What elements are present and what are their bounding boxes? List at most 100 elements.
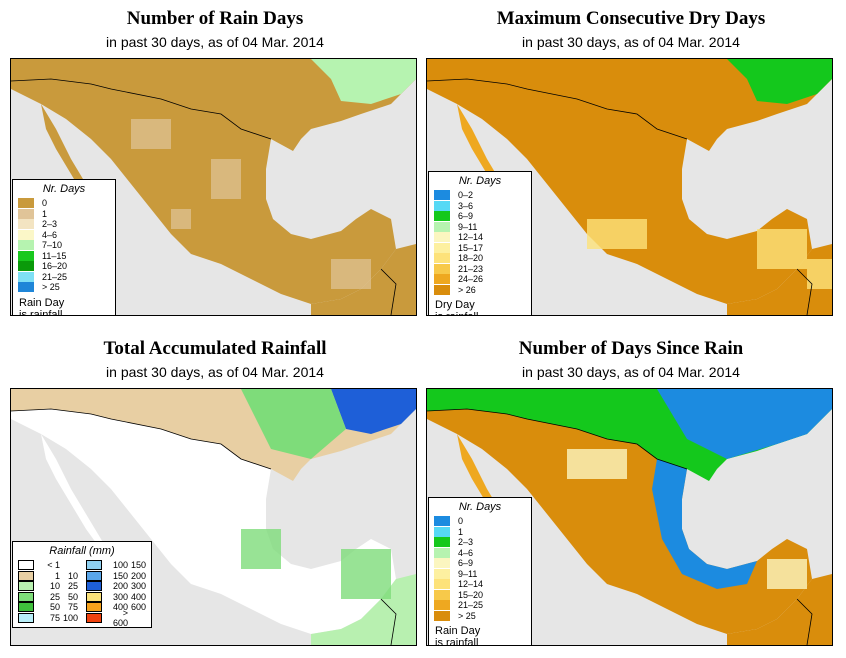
panel-subtitle: in past 30 days, as of 04 Mar. 2014 [522, 34, 740, 50]
legend-swatch [18, 581, 34, 592]
legend-label: 18–20 [458, 253, 484, 264]
land-usa [11, 59, 416, 151]
legend-label: 21–25 [42, 271, 68, 282]
legend-swatch [18, 250, 34, 261]
legend-item: 24–26 [429, 274, 531, 285]
legend-item: 400 600 [81, 602, 149, 613]
legend-swatch [18, 271, 34, 282]
legend-item: 12–14 [429, 579, 531, 590]
legend-swatch [18, 602, 34, 613]
legend-label: 4–6 [42, 229, 58, 240]
legend-item: 75 100 [13, 612, 81, 624]
legend-label: 11–15 [42, 250, 67, 261]
legend-items: < 1 1 10 10 25 25 50 50 75 75 100 100 150 150 200 200 30… [13, 560, 151, 628]
legend-range-high: 400 [130, 591, 146, 602]
panel-subtitle: in past 30 days, as of 04 Mar. 2014 [106, 364, 324, 380]
land-usa-green [727, 59, 832, 104]
legend-swatch [86, 560, 102, 571]
legend-swatch [434, 568, 450, 579]
legend-range-low: 50 [49, 602, 60, 613]
legend-item: > 25 [13, 282, 115, 293]
legend-item: 0 [429, 516, 531, 527]
legend-swatch [18, 229, 34, 240]
legend-note-line: is rainfall [19, 308, 63, 316]
legend-swatch [434, 600, 450, 611]
panel-title: Number of Rain Days [126, 8, 304, 29]
legend: Nr. Days 0–2 3–6 6–9 9–11 12–14 15–17 18–20 21–… [428, 171, 532, 315]
legend-swatch [434, 211, 450, 222]
legend-item: 21–25 [429, 600, 531, 611]
borders [427, 408, 813, 645]
legend-item: 0–2 [429, 190, 531, 201]
panel-title: Maximum Consecutive Dry Days [496, 8, 766, 29]
legend-item: > 25 [429, 610, 531, 622]
legend-range-low: 200 [112, 581, 128, 592]
legend-item: 25 50 [13, 591, 81, 603]
legend-items: 0 1 2–3 4–6 6–9 9–11 12–14 15–20 21–25 > 25 [429, 516, 531, 621]
legend-swatch [18, 240, 34, 251]
legend-range-high: 600 [130, 602, 146, 613]
legend-note-line: is rainfall [435, 637, 479, 646]
legend-item: 0 [13, 198, 115, 209]
legend-item: 200 300 [81, 581, 149, 592]
legend-swatch [434, 610, 450, 621]
legend-swatch [434, 284, 450, 295]
legend: Nr. Days 0 1 2–3 4–6 6–9 9–11 12–14 15–20 21–25 >… [428, 497, 532, 646]
legend-swatch [434, 589, 450, 600]
legend-swatch [434, 537, 450, 548]
panel-title: Number of Days Since Rain [518, 338, 744, 359]
legend-label: 1 [458, 526, 464, 537]
legend-label: 1 [42, 208, 48, 219]
legend-swatch [18, 282, 34, 293]
legend-item: 50 75 [13, 602, 81, 613]
legend-label: 9–11 [458, 568, 478, 579]
legend-title: Nr. Days [458, 501, 502, 513]
legend-range-low: 150 [112, 570, 128, 581]
land-speckle [587, 219, 832, 289]
legend-swatch [86, 591, 102, 602]
legend-label: 6–9 [458, 558, 474, 569]
panel-subtitle: in past 30 days, as of 04 Mar. 2014 [106, 34, 324, 50]
legend-note-line: Rain Day [435, 625, 481, 637]
legend-swatch [18, 208, 34, 219]
legend-range-high: 50 [67, 591, 78, 602]
legend-item: 4–6 [429, 547, 531, 559]
legend: Rainfall (mm) < 1 1 10 10 25 25 50 50 75 75 100 100… [12, 541, 152, 628]
legend-item: 15–20 [429, 589, 531, 601]
legend-range-high: 75 [67, 602, 78, 613]
legend-item: 6–9 [429, 211, 531, 222]
legend-item: 21–23 [429, 263, 531, 275]
legend-item: 1 10 [13, 570, 81, 582]
legend-title: Rainfall (mm) [49, 545, 115, 557]
legend-range-low: 300 [112, 591, 128, 602]
legend-swatch [434, 274, 450, 285]
legend-swatch [434, 200, 450, 211]
legend-item: 6–9 [429, 558, 531, 569]
legend-label: 6–9 [458, 211, 474, 222]
legend-items: 0–2 3–6 6–9 9–11 12–14 15–17 18–20 21–23 24–26 > … [429, 190, 531, 295]
legend-swatch [434, 253, 450, 264]
land-speckle [567, 449, 807, 589]
legend-items: 0 1 2–3 4–6 7–10 11–15 16–20 21–25 > 25 [13, 198, 115, 293]
land-usa-blue [657, 389, 832, 459]
legend-label: 9–11 [458, 221, 478, 232]
legend-label: 2–3 [42, 219, 58, 230]
land-usa-green [241, 389, 346, 459]
land-usa-green [311, 59, 416, 104]
land-speckle [131, 119, 371, 289]
map-max-dry: Nr. Days 0–2 3–6 6–9 9–11 12–14 15–17 18–20 21–… [426, 58, 833, 316]
panel-rain-days: Number of Rain Days in past 30 days, as … [10, 0, 420, 320]
land-speckle [241, 529, 391, 599]
legend-item: 300 400 [81, 591, 149, 603]
legend-range-low: > 600 [112, 607, 128, 628]
land-usa-blue [331, 389, 416, 434]
legend-range-high: 10 [67, 570, 78, 581]
legend-swatch [434, 263, 450, 274]
legend-swatch [434, 190, 450, 201]
map-since-rain: Nr. Days 0 1 2–3 4–6 6–9 9–11 12–14 15–20 21–25 >… [426, 388, 833, 646]
legend-range-low: 10 [49, 581, 60, 592]
legend-swatch [18, 591, 34, 602]
